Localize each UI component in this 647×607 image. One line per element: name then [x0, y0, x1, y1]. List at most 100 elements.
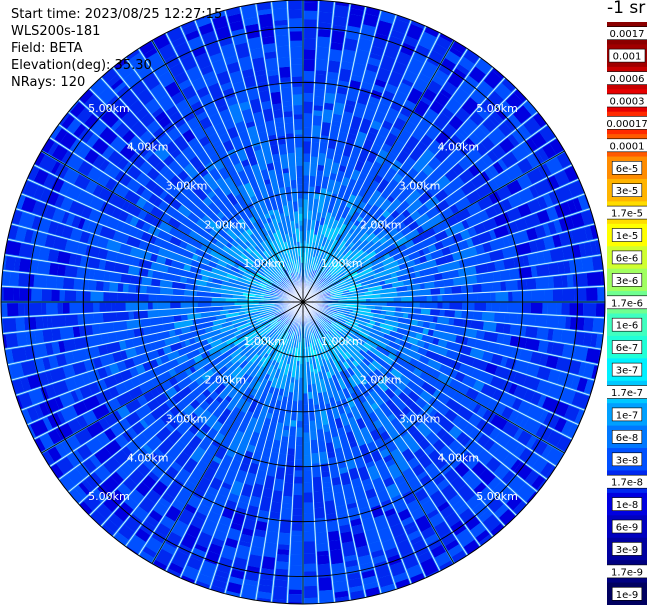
ppi-cell — [372, 554, 386, 565]
ppi-cell — [324, 102, 334, 111]
ppi-cell — [116, 311, 130, 321]
ppi-cell — [241, 360, 254, 374]
ppi-cell — [152, 270, 164, 280]
ppi-cell — [358, 172, 367, 181]
ppi-cell — [336, 241, 342, 247]
ppi-cell — [261, 100, 272, 110]
ppi-cell — [508, 291, 513, 302]
ppi-cell — [317, 345, 325, 360]
ppi-cell — [327, 204, 334, 214]
ppi-cell — [535, 238, 546, 252]
ppi-cell — [212, 59, 227, 75]
ray-gap — [125, 57, 304, 303]
ppi-cell — [344, 104, 355, 114]
ppi-cell — [309, 274, 312, 279]
ppi-cell — [303, 70, 315, 81]
ppi-cell — [344, 235, 355, 248]
ppi-cell — [468, 164, 480, 177]
ppi-cell — [505, 357, 517, 370]
ppi-cell — [240, 253, 251, 263]
ppi-cell — [365, 323, 374, 329]
ppi-cell — [401, 161, 412, 173]
ppi-cell — [344, 163, 355, 179]
ppi-cell — [344, 405, 352, 415]
ppi-cell — [383, 476, 395, 488]
ppi-cell — [335, 452, 345, 461]
ppi-cell — [314, 313, 322, 320]
ppi-cell — [513, 372, 527, 386]
ppi-cell — [396, 286, 408, 292]
ppi-cell — [388, 429, 402, 443]
ppi-cell — [290, 179, 297, 189]
ppi-cell — [273, 344, 278, 350]
ppi-cell — [295, 147, 303, 158]
ppi-cell — [365, 407, 374, 415]
ppi-cell — [230, 347, 243, 359]
ppi-cell — [312, 125, 321, 137]
ppi-cell — [370, 429, 381, 442]
ppi-cell — [377, 224, 385, 232]
ppi-cell — [402, 219, 410, 227]
ppi-cell — [152, 107, 164, 118]
ppi-cell — [393, 213, 406, 226]
ppi-cell — [232, 294, 239, 299]
ppi-cell — [476, 449, 493, 466]
ppi-cell — [353, 385, 361, 394]
ppi-cell — [152, 302, 158, 310]
ppi-cell — [196, 476, 211, 493]
ppi-cell — [269, 241, 276, 251]
ppi-cell — [352, 367, 364, 380]
ppi-cell — [84, 113, 99, 129]
ppi-cell — [393, 117, 406, 131]
ppi-cell — [355, 274, 367, 282]
ppi-cell — [138, 497, 156, 514]
ppi-cell — [404, 239, 415, 249]
ppi-cell — [98, 87, 116, 104]
colorbar-label-box — [611, 586, 643, 601]
ppi-cell — [332, 113, 342, 123]
ppi-cell — [307, 372, 311, 379]
ray-gap — [302, 88, 517, 303]
ppi-cell — [135, 107, 149, 121]
ppi-cell — [334, 447, 343, 454]
ppi-cell — [463, 49, 480, 65]
ppi-cell — [76, 463, 91, 479]
ppi-cell — [230, 480, 244, 496]
ppi-cell — [60, 405, 78, 422]
ppi-cell — [494, 83, 512, 100]
ppi-cell — [90, 510, 106, 526]
ppi-cell — [439, 560, 453, 571]
ppi-cell — [421, 204, 429, 213]
ppi-cell — [429, 167, 445, 183]
ppi-cell — [285, 461, 294, 475]
ppi-cell — [387, 413, 396, 422]
ppi-cell — [201, 519, 218, 537]
ppi-cell — [171, 309, 177, 316]
ppi-cell — [560, 330, 576, 344]
ppi-cell — [220, 331, 229, 338]
ppi-cell — [340, 472, 351, 486]
ppi-cell — [552, 329, 563, 342]
ppi-cell — [331, 349, 341, 362]
ppi-cell — [116, 221, 125, 232]
ppi-cell — [87, 221, 103, 235]
ppi-cell — [359, 361, 372, 375]
ppi-cell — [155, 523, 171, 537]
ppi-cell — [190, 446, 206, 463]
ppi-cell — [317, 392, 324, 402]
ppi-cell — [64, 265, 78, 278]
ppi-cell — [71, 215, 82, 228]
ray-gap — [302, 208, 591, 303]
ppi-cell — [414, 488, 429, 502]
ppi-cell — [291, 331, 295, 340]
ppi-cell — [363, 575, 377, 585]
ppi-cell — [273, 268, 284, 279]
ppi-cell — [116, 361, 127, 372]
ppi-cell — [329, 259, 336, 267]
ppi-cell — [508, 410, 520, 423]
ppi-cell — [306, 230, 311, 240]
ppi-cell — [179, 276, 188, 283]
ppi-cell — [186, 66, 202, 82]
ppi-cell — [345, 25, 361, 41]
ppi-cell — [256, 218, 265, 230]
